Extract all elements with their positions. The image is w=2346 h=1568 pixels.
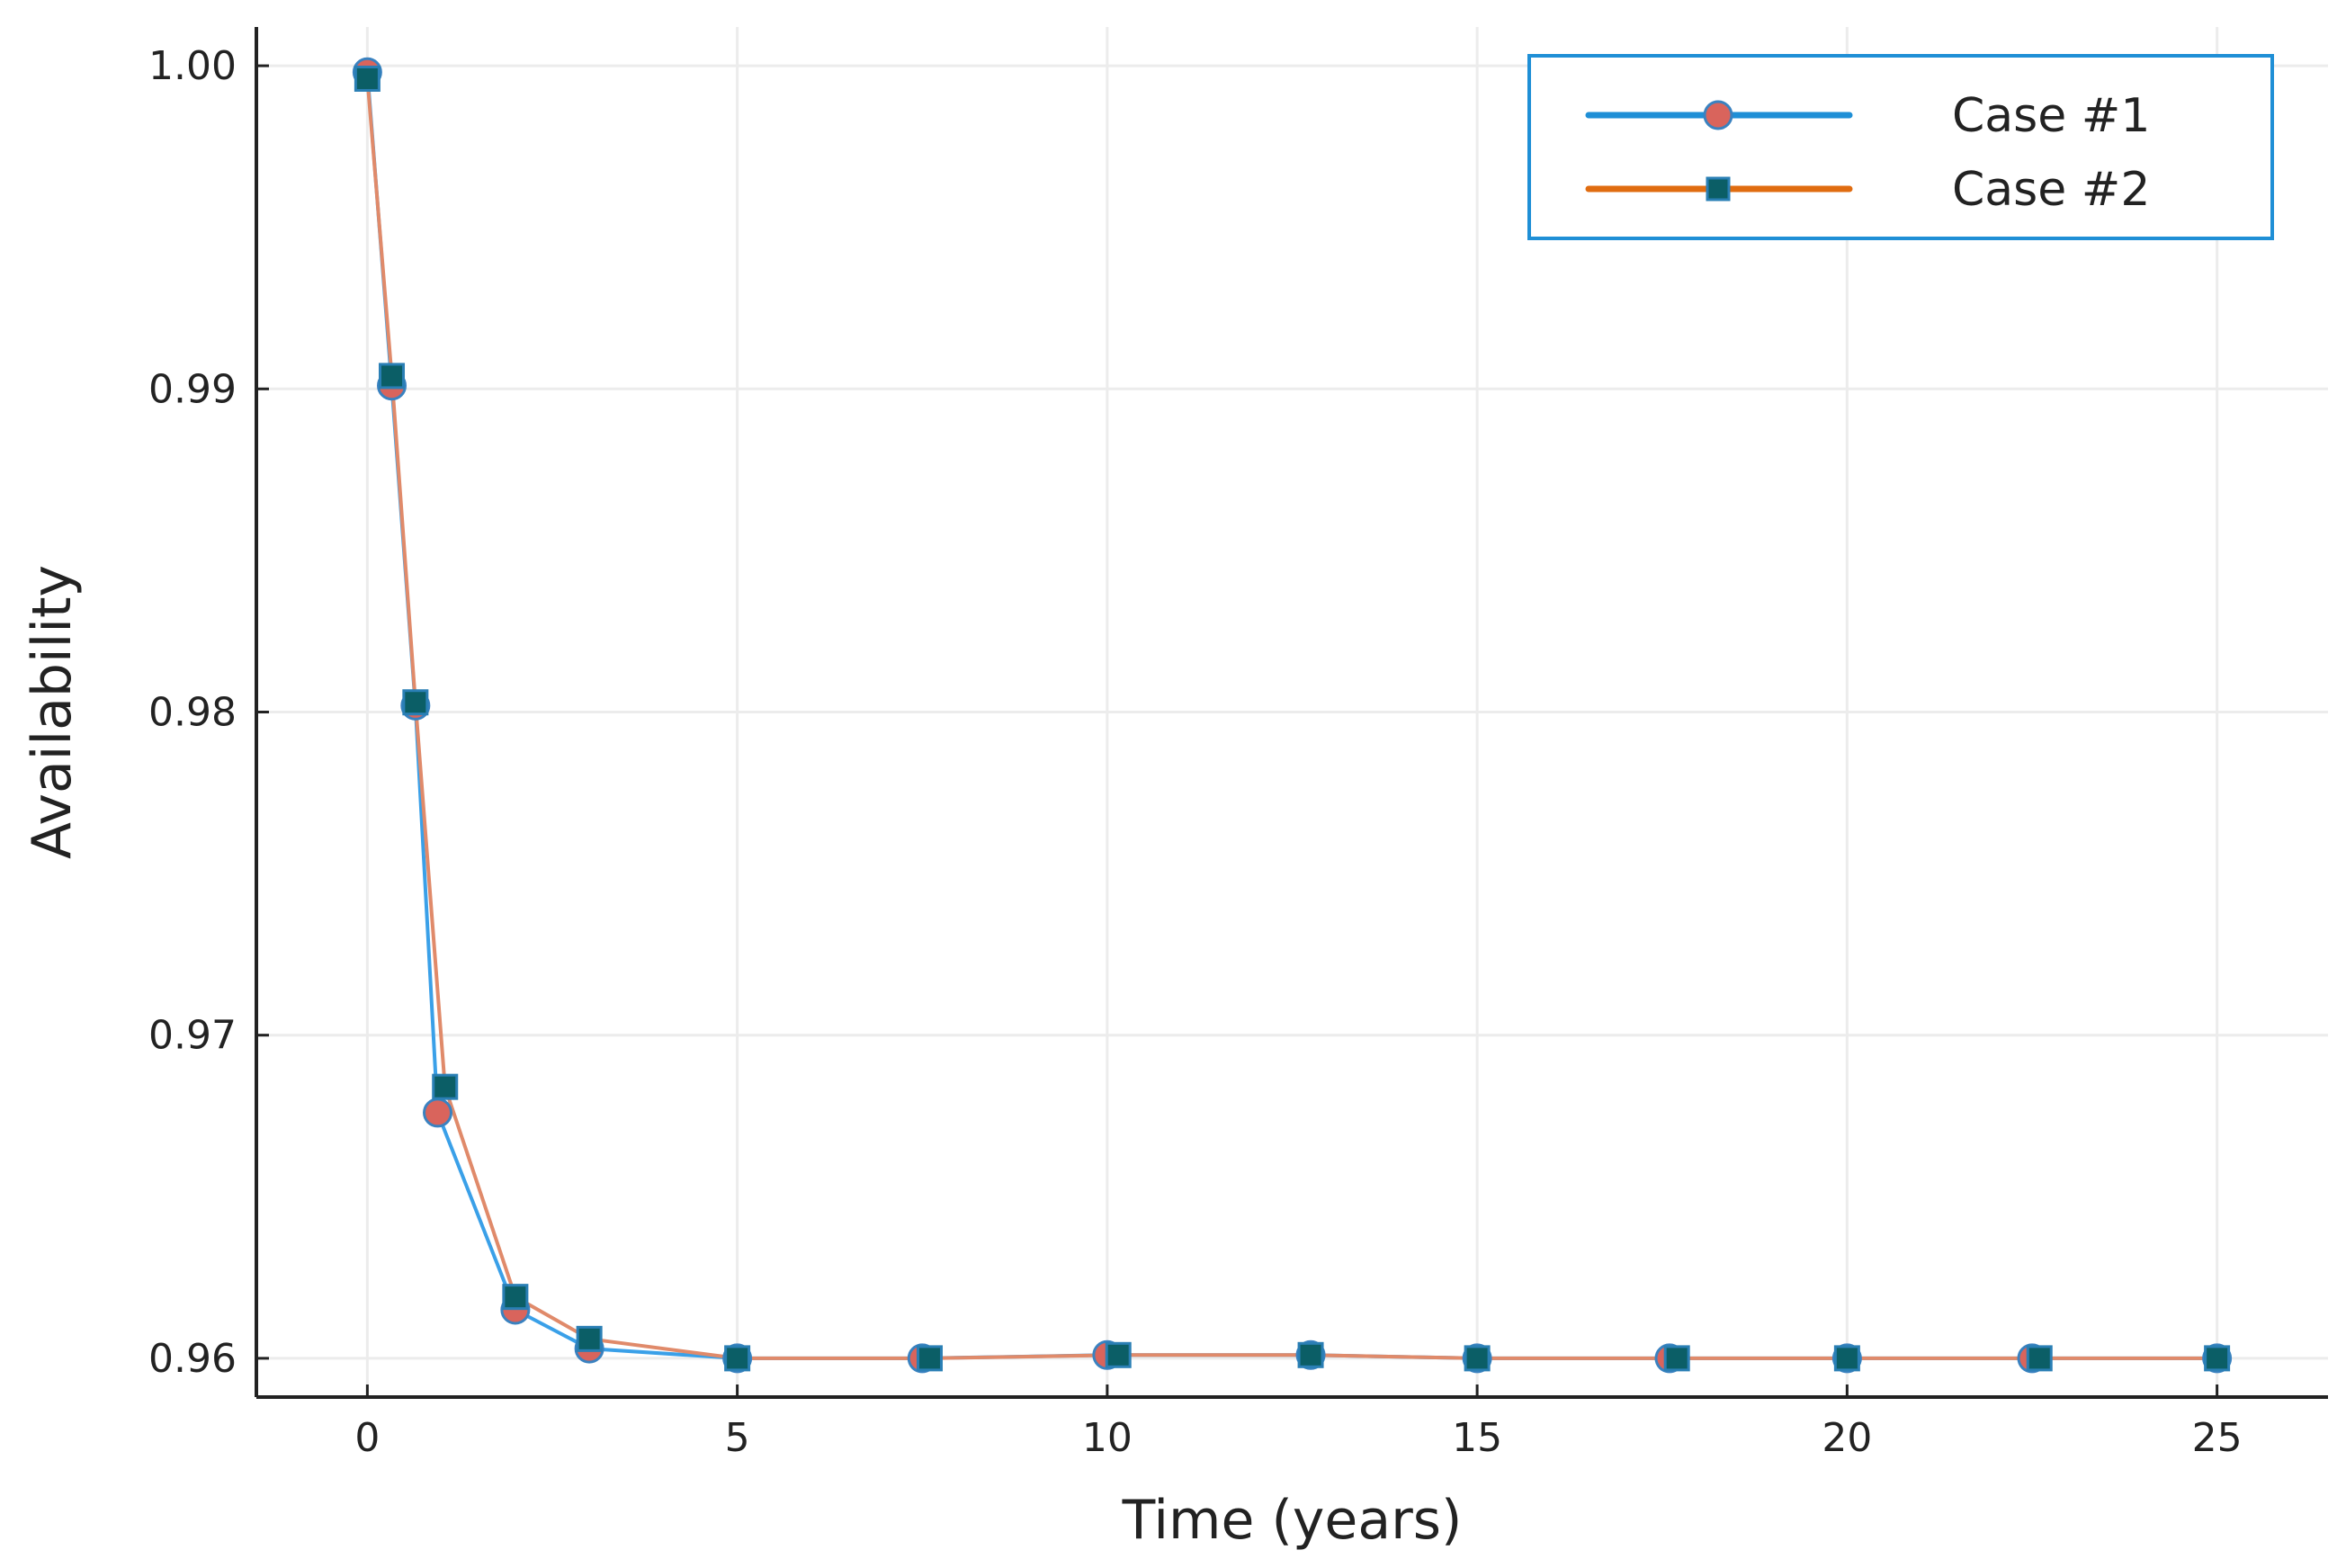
marker-case-2-6 (724, 1345, 751, 1372)
y-ticks: 0.96 0.97 0.98 0.99 1.00 (148, 43, 269, 1382)
marker-case-2-7 (916, 1345, 943, 1372)
marker-case-1-3 (423, 1098, 453, 1128)
x-tick-label-1: 5 (725, 1415, 750, 1461)
marker-case-2-2 (402, 689, 429, 716)
marker-case-2-0 (354, 65, 381, 92)
marker-case-2-8 (1105, 1341, 1132, 1368)
y-tick-label-3: 0.99 (148, 366, 237, 412)
marker-case-2-1 (379, 363, 406, 390)
series-line-case-1 (365, 70, 2219, 1360)
x-ticks: 0 5 10 15 20 25 (354, 1384, 2243, 1461)
legend-marker-case-2 (1706, 176, 1731, 202)
legend-label-case-1: Case #1 (1952, 89, 2150, 143)
x-tick-label-3: 15 (1452, 1415, 1502, 1461)
series-markers (352, 57, 2233, 1374)
x-tick-label-0: 0 (354, 1415, 380, 1461)
x-tick-label-5: 25 (2192, 1415, 2243, 1461)
legend-marker-case-1 (1703, 100, 1733, 130)
marker-case-2-10 (1464, 1345, 1491, 1372)
y-axis-title: Availability (21, 565, 84, 859)
marker-case-2-14 (2204, 1345, 2231, 1372)
marker-case-2-12 (1833, 1345, 1860, 1372)
marker-case-2-13 (2026, 1345, 2053, 1372)
marker-case-2-4 (502, 1284, 529, 1311)
y-tick-label-1: 0.97 (148, 1013, 237, 1059)
legend-entry-case-1: Case #1 (1585, 89, 2150, 143)
y-tick-label-2: 0.98 (148, 690, 237, 736)
series-line-case-2 (365, 76, 2219, 1360)
x-tick-label-4: 20 (1822, 1415, 1872, 1461)
marker-case-2-9 (1297, 1341, 1324, 1368)
legend-label-case-2: Case #2 (1952, 163, 2150, 217)
grid-lines (256, 27, 2328, 1397)
marker-case-2-11 (1663, 1345, 1690, 1372)
marker-case-2-3 (432, 1073, 459, 1100)
x-tick-label-2: 10 (1082, 1415, 1133, 1461)
x-axis-title: Time (years) (1122, 1489, 1463, 1552)
legend: Case #1 Case #2 (1527, 54, 2274, 240)
y-tick-label-4: 1.00 (148, 43, 237, 89)
legend-box (1527, 54, 2274, 240)
y-tick-label-0: 0.96 (148, 1336, 237, 1382)
marker-case-2-5 (576, 1325, 603, 1352)
series-lines (365, 70, 2219, 1360)
legend-entry-case-2: Case #2 (1585, 163, 2150, 217)
